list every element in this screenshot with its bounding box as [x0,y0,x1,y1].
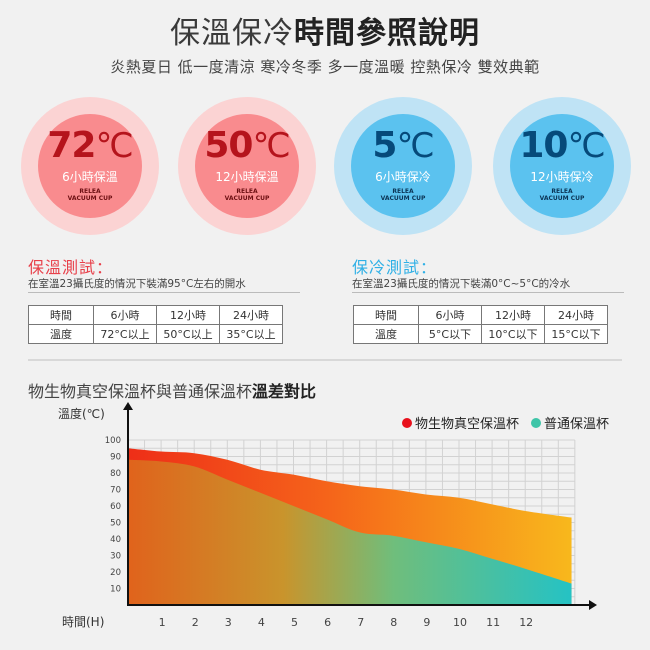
y-tick-label: 60 [110,502,121,512]
divider-line [28,292,300,293]
series-area-normal-cup [128,459,572,605]
badge-10c: 10℃ 12小時保冷 RELEA VACUUM CUP [493,97,631,235]
table-row: 溫度 72°C以上 50°C以上 35°C以上 [28,324,283,344]
badge-temp: 50℃ [204,125,290,167]
x-tick-label: 8 [390,616,397,629]
cold-test-table: 時間 6小時 12小時 24小時 溫度 5°C以下 10°C以下 15°C以下 [353,305,608,344]
y-tick-label: 50 [110,519,121,529]
x-tick-label: 12 [519,616,533,629]
badge-brand-logo: RELEA VACUUM CUP [67,188,113,202]
y-tick-label: 30 [110,552,121,562]
warm-test-table: 時間 6小時 12小時 24小時 溫度 72°C以上 50°C以上 35°C以上 [28,305,283,344]
y-axis-label: 溫度(℃) [58,406,105,421]
table-cell: 時間 [353,305,419,325]
badge-brand-logo: RELEA VACUUM CUP [380,188,426,202]
table-cell: 35°C以上 [219,324,283,344]
table-cell: 6小時 [93,305,157,325]
badge-50c: 50℃ 12小時保溫 RELEA VACUUM CUP [178,97,316,235]
table-cell: 72°C以上 [93,324,157,344]
chart-legend: 物生物真空保溫杯 普通保溫杯 [402,417,609,432]
badge-brand-logo: RELEA VACUUM CUP [224,188,270,202]
table-cell: 15°C以下 [544,324,608,344]
y-tick-label: 40 [110,535,121,545]
badge-temp: 10℃ [519,125,605,167]
x-tick-label: 7 [357,616,364,629]
y-tick-label: 10 [110,585,121,595]
warm-test-desc: 在室溫23攝氏度的情況下裝滿95°C左右的開水 [28,278,246,290]
table-row: 時間 6小時 12小時 24小時 [353,305,608,325]
table-cell: 時間 [28,305,94,325]
y-tick-label: 80 [110,469,121,479]
x-tick-label: 11 [486,616,500,629]
x-tick-label: 1 [159,616,166,629]
x-tick-label: 5 [291,616,298,629]
table-cell: 24小時 [544,305,608,325]
divider-line [352,292,624,293]
page-subtitle: 炎熱夏日 低一度清涼 寒冷冬季 多一度溫暖 控熱保冷 雙效典範 [110,58,540,76]
badge-hours: 6小時保冷 [375,170,431,184]
y-tick-label: 90 [110,453,121,463]
badge-temp: 72℃ [47,125,133,167]
legend-swatch [402,418,412,428]
chart-axes: 溫度(℃) 時間(H) [58,402,597,629]
badge-brand-logo: RELEA VACUUM CUP [539,188,585,202]
chart-title: 物生物真空保溫杯與普通保溫杯溫差對比 [28,382,317,401]
badge-hours: 12小時保冷 [530,170,594,184]
x-tick-label: 4 [258,616,265,629]
table-cell: 24小時 [219,305,283,325]
x-tick-label: 10 [453,616,467,629]
y-tick-label: 20 [110,568,121,578]
legend-label: 物生物真空保溫杯 [415,417,519,432]
warm-test-title: 保溫測試： [28,258,114,277]
badge-5c: 5℃ 6小時保冷 RELEA VACUUM CUP [334,97,472,235]
x-tick-label: 9 [423,616,430,629]
y-tick-label: 70 [110,486,121,496]
table-cell: 12小時 [156,305,220,325]
badge-hours: 12小時保溫 [215,170,279,184]
cold-test-title: 保冷測試： [352,258,438,277]
x-tick-label: 2 [192,616,199,629]
table-cell: 50°C以上 [156,324,220,344]
x-axis-arrow [589,600,597,610]
badge-temp: 5℃ [372,125,434,167]
legend-label: 普通保溫杯 [544,417,609,432]
table-row: 溫度 5°C以下 10°C以下 15°C以下 [353,324,608,344]
table-cell: 溫度 [353,324,419,344]
badge-hours: 6小時保溫 [62,170,118,184]
cold-test-desc: 在室溫23攝氏度的情況下裝滿0°C~5°C的冷水 [352,278,571,290]
table-cell: 10°C以下 [481,324,545,344]
badge-72c: 72℃ 6小時保溫 RELEA VACUUM CUP [21,97,159,235]
x-axis-label: 時間(H) [62,615,104,629]
x-tick-label: 3 [225,616,232,629]
legend-swatch [531,418,541,428]
table-row: 時間 6小時 12小時 24小時 [28,305,283,325]
table-cell: 12小時 [481,305,545,325]
table-cell: 5°C以下 [418,324,482,344]
table-cell: 6小時 [418,305,482,325]
y-axis-arrow [123,402,133,410]
section-divider [28,359,622,361]
x-tick-label: 6 [324,616,331,629]
y-tick-label: 100 [105,436,121,446]
page-title: 保溫保冷時間參照說明 [170,16,480,51]
table-cell: 溫度 [28,324,94,344]
